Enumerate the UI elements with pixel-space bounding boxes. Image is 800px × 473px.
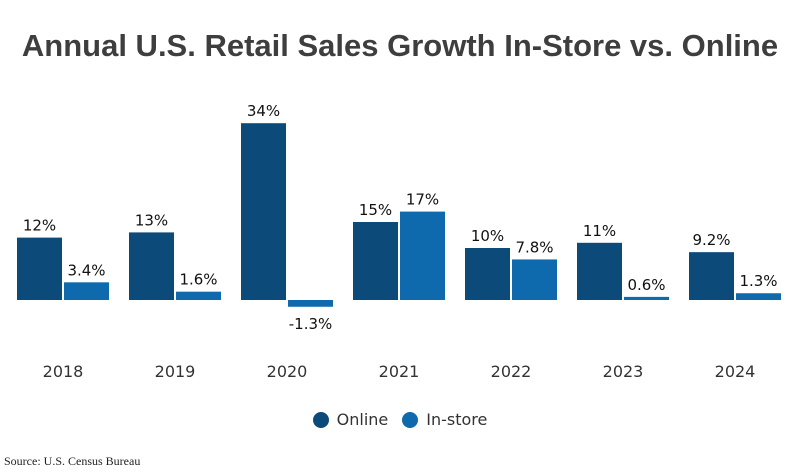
data-label-online-2019: 13% xyxy=(135,211,168,229)
data-label-in-store-2021: 17% xyxy=(406,191,439,209)
data-label-online-2018: 12% xyxy=(23,217,56,235)
bar-in-store-2018 xyxy=(64,282,109,300)
bar-online-2023 xyxy=(577,242,622,300)
source-note: Source: U.S. Census Bureau xyxy=(4,454,141,468)
data-label-in-store-2018: 3.4% xyxy=(67,261,105,279)
bar-online-2018 xyxy=(17,237,62,300)
x-tick-label-2021: 2021 xyxy=(379,362,420,381)
bar-in-store-2023 xyxy=(624,296,669,300)
data-label-in-store-2019: 1.6% xyxy=(179,271,217,289)
data-label-in-store-2023: 0.6% xyxy=(627,276,665,294)
bar-in-store-2020 xyxy=(288,300,333,307)
chart-plot: 12% 3.4% 2018 13% 1.6% 2019 34% -1.3% 2020 15% 17%… xyxy=(17,102,781,381)
data-label-online-2024: 9.2% xyxy=(692,231,730,249)
x-tick-label-2020: 2020 xyxy=(267,362,308,381)
legend-label-in-store: In-store xyxy=(426,410,488,429)
data-label-online-2023: 11% xyxy=(583,222,616,240)
legend-label-online: Online xyxy=(336,410,389,429)
bar-online-2020 xyxy=(241,123,286,300)
x-tick-label-2022: 2022 xyxy=(491,362,532,381)
legend-item-in-store[interactable]: In-store xyxy=(402,410,487,429)
bar-in-store-2019 xyxy=(176,291,221,300)
bar-online-2024 xyxy=(689,252,734,300)
bar-in-store-2022 xyxy=(512,259,557,300)
legend-item-online[interactable]: Online xyxy=(312,410,389,429)
x-tick-label-2024: 2024 xyxy=(715,362,756,381)
bar-in-store-2021 xyxy=(400,211,445,300)
legend-swatch-in-store xyxy=(402,411,419,428)
bar-online-2022 xyxy=(465,248,510,300)
x-tick-label-2018: 2018 xyxy=(43,362,84,381)
bar-online-2021 xyxy=(353,222,398,300)
x-tick-label-2019: 2019 xyxy=(155,362,196,381)
data-label-in-store-2020: -1.3% xyxy=(289,315,333,333)
data-label-online-2021: 15% xyxy=(359,201,392,219)
x-tick-label-2023: 2023 xyxy=(603,362,644,381)
data-label-in-store-2022: 7.8% xyxy=(515,238,553,256)
legend: Online In-store xyxy=(0,410,800,429)
legend-swatch-online xyxy=(312,411,329,428)
data-label-in-store-2024: 1.3% xyxy=(739,272,777,290)
chart-title: Annual U.S. Retail Sales Growth In-Store… xyxy=(21,28,779,63)
bar-in-store-2024 xyxy=(736,293,781,300)
bar-online-2019 xyxy=(129,232,174,300)
data-label-online-2022: 10% xyxy=(471,227,504,245)
data-label-online-2020: 34% xyxy=(247,102,280,120)
